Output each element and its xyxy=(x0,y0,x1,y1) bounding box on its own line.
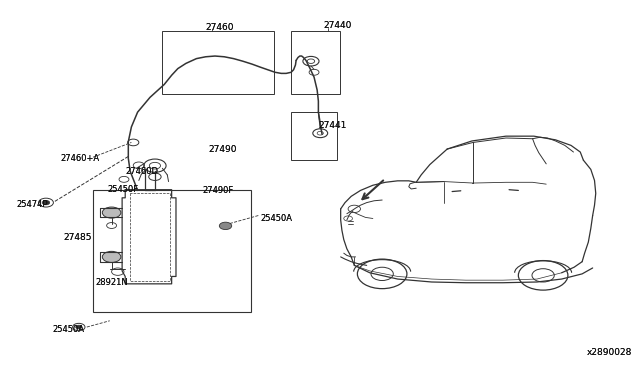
Circle shape xyxy=(102,207,121,218)
Circle shape xyxy=(42,201,50,205)
Text: 28921N: 28921N xyxy=(95,278,128,287)
Text: 25450A: 25450A xyxy=(52,325,84,334)
Text: 27490F: 27490F xyxy=(203,186,234,195)
Text: 27440: 27440 xyxy=(323,21,352,30)
Text: 27460: 27460 xyxy=(205,23,234,32)
Text: 25450A: 25450A xyxy=(260,214,292,223)
Text: 27440: 27440 xyxy=(323,21,352,30)
Circle shape xyxy=(76,325,82,329)
Text: 27490: 27490 xyxy=(209,145,237,154)
Circle shape xyxy=(102,251,121,262)
Text: 27460+A: 27460+A xyxy=(60,154,99,163)
Bar xyxy=(291,112,337,160)
Text: 27460D: 27460D xyxy=(125,167,158,176)
Text: 27460+A: 27460+A xyxy=(60,154,99,163)
Bar xyxy=(163,31,274,94)
Text: x2890028: x2890028 xyxy=(586,348,632,357)
Text: 25450F: 25450F xyxy=(108,185,139,194)
Text: 27441: 27441 xyxy=(318,121,347,129)
Circle shape xyxy=(220,222,232,230)
Text: 25474P: 25474P xyxy=(17,200,49,209)
Text: x2890028: x2890028 xyxy=(586,348,632,357)
Bar xyxy=(291,31,340,94)
Text: 27485: 27485 xyxy=(63,233,92,242)
Text: 25450A: 25450A xyxy=(52,325,84,334)
Text: 27490F: 27490F xyxy=(203,186,234,195)
Text: 28921N: 28921N xyxy=(95,278,128,287)
Text: 27490: 27490 xyxy=(209,145,237,154)
Bar xyxy=(93,190,251,311)
Text: 27441: 27441 xyxy=(318,121,347,129)
Text: 27460: 27460 xyxy=(205,23,234,32)
Text: 27460D: 27460D xyxy=(125,167,158,176)
Text: 25450F: 25450F xyxy=(108,185,139,194)
Text: 25474P: 25474P xyxy=(17,200,49,209)
Text: 25450A: 25450A xyxy=(260,214,292,223)
Text: 27485: 27485 xyxy=(63,233,92,242)
